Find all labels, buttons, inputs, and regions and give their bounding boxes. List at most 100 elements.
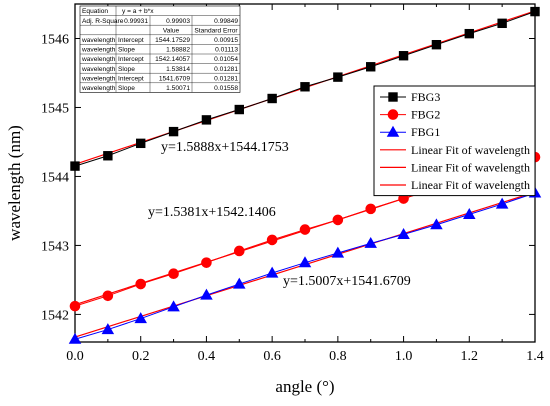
data-point — [463, 207, 476, 219]
table-cell: 1.50071 — [166, 85, 190, 92]
data-point — [233, 245, 245, 257]
legend-entry: Linear Fit of wavelength — [380, 178, 530, 192]
data-point — [200, 288, 213, 300]
x-tick-label: 1.2 — [461, 349, 479, 364]
data-point — [364, 236, 377, 248]
data-point — [365, 203, 377, 215]
legend-label: FBG1 — [411, 125, 440, 139]
data-point — [134, 312, 147, 324]
table-cell: Slope — [118, 85, 135, 92]
data-point — [497, 18, 507, 29]
table-cell: wavelength — [81, 66, 116, 73]
series-fbg1 — [68, 186, 542, 344]
table-cell: wavelength — [81, 75, 116, 82]
data-point — [136, 138, 146, 149]
y-tick-label: 1546 — [41, 32, 69, 47]
data-point — [430, 218, 443, 230]
data-point — [168, 126, 179, 137]
table-cell: Intercept — [118, 37, 144, 44]
legend-label: FBG2 — [411, 108, 440, 122]
data-point — [68, 332, 82, 344]
y-tick-label: 1542 — [41, 308, 69, 323]
table-cell: Intercept — [118, 56, 144, 63]
table-cell: 0.01558 — [214, 85, 238, 92]
data-point — [398, 51, 409, 61]
y-tick-label: 1545 — [41, 101, 69, 116]
table-cell: Standard Error — [194, 27, 238, 34]
data-point — [70, 161, 80, 171]
x-tick-label: 0.4 — [198, 349, 216, 364]
y-axis-label: wavelength (nm) — [5, 125, 24, 241]
x-axis-label: angle (°) — [275, 377, 334, 396]
table-cell: wavelength — [81, 47, 116, 54]
data-point — [331, 246, 345, 258]
table-cell: Value — [163, 27, 180, 34]
x-tick-label: 0.2 — [132, 349, 150, 364]
data-point — [333, 72, 343, 82]
x-tick-label: 1.0 — [395, 349, 413, 364]
x-tick-label: 0.6 — [263, 349, 281, 364]
table-cell: 1.58882 — [166, 47, 190, 54]
annotations: y=1.5888x+1544.1753 y=1.5381x+1542.1406 y=… — [148, 140, 411, 289]
y-tick-label: 1543 — [41, 239, 69, 254]
table-cell: wavelength — [81, 37, 116, 44]
table-cell: 0.00915 — [214, 37, 238, 44]
table-cell: 1541.6709 — [159, 75, 191, 82]
legend-entry: Linear Fit of wavelength — [380, 143, 530, 157]
table-cell: Slope — [118, 66, 135, 73]
table-cell: 1.53814 — [166, 66, 190, 73]
stats-table: Equation y = a + b*x Adj. R-Square 0.99931 0… — [79, 5, 241, 93]
data-point — [101, 323, 115, 335]
table-cell: 0.01281 — [214, 66, 238, 73]
data-point — [233, 277, 246, 289]
series-fbg3 — [70, 6, 540, 171]
data-point — [267, 93, 277, 104]
table-cell: wavelength — [81, 56, 116, 63]
data-point — [464, 28, 474, 39]
data-point — [135, 278, 147, 290]
data-point — [201, 257, 212, 268]
x-tick-label: 0.8 — [329, 349, 347, 364]
data-point — [167, 300, 180, 312]
table-cell: 1542.14057 — [155, 56, 190, 63]
data-point — [298, 256, 312, 268]
legend-marker — [386, 125, 400, 137]
data-point — [397, 227, 410, 239]
equation-annotation: y=1.5007x+1541.6709 — [283, 274, 411, 289]
stats-table-box — [79, 5, 241, 93]
legend-entry: Linear Fit of wavelength — [380, 160, 530, 174]
legend-label: Linear Fit of wavelength — [411, 143, 530, 157]
table-cell: y = a + b*x — [122, 8, 154, 15]
table-cell: 1544.17529 — [155, 37, 190, 44]
legend: FBG3 FBG2 FBG1 Linear Fit of wavelength Line… — [373, 85, 536, 197]
y-tick-label: 1544 — [41, 170, 69, 185]
legend-marker — [387, 109, 399, 120]
table-cell: 0.01054 — [214, 56, 238, 63]
data-point — [201, 115, 212, 125]
data-point — [102, 290, 114, 302]
data-point — [300, 82, 310, 92]
table-cell: Intercept — [118, 75, 144, 82]
data-point — [265, 266, 279, 278]
legend-entry: FBG2 — [380, 108, 440, 122]
data-point — [366, 62, 376, 72]
legend-label: FBG3 — [411, 90, 440, 104]
table-cell: Slope — [118, 47, 135, 54]
data-point — [332, 214, 344, 226]
data-point — [299, 224, 311, 235]
data-point — [234, 104, 244, 115]
equation-annotation: y=1.5381x+1542.1406 — [148, 205, 276, 220]
table-cell: wavelength — [81, 85, 116, 92]
legend-label: Linear Fit of wavelength — [411, 178, 530, 192]
table-cell: 0.01113 — [215, 47, 238, 54]
x-tick-label: 0.0 — [66, 349, 84, 364]
table-cell: Adj. R-Square — [82, 18, 124, 25]
table-cell: Equation — [82, 8, 108, 15]
table-cell: 0.99849 — [214, 18, 238, 25]
legend-entry: FBG3 — [380, 90, 440, 104]
table-cell: 0.01281 — [214, 75, 238, 82]
legend-label: Linear Fit of wavelength — [411, 160, 530, 174]
data-point — [495, 197, 509, 209]
data-point — [168, 268, 179, 280]
